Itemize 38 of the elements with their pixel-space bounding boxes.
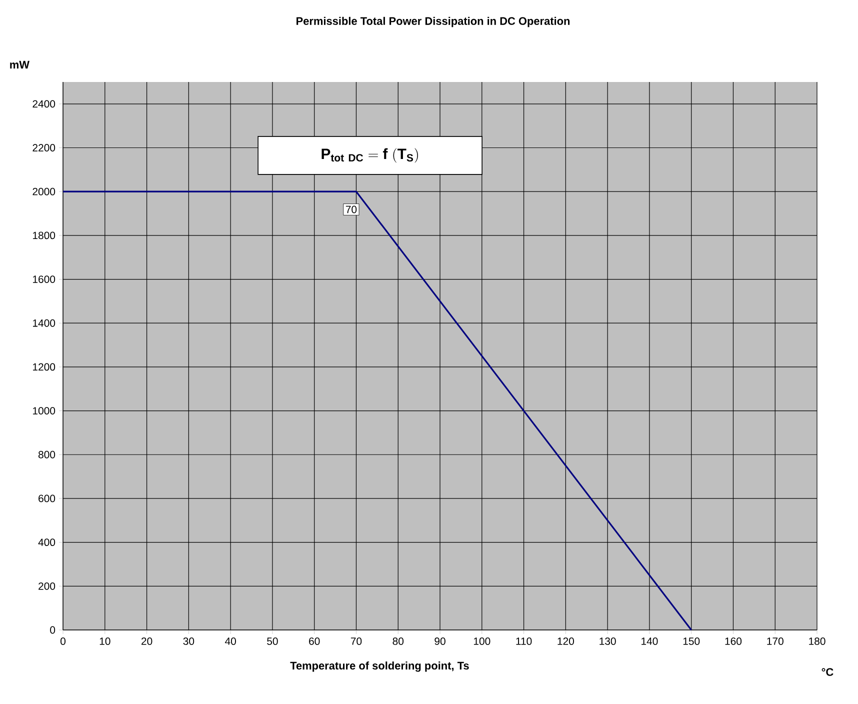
annotation: $\mathbf{P_{tot\ DC} = f\ (T_{S})}$ [322, 148, 418, 163]
chart-title: Permissible Total Power Dissipation in DC Operation [296, 16, 570, 28]
x-tick-label: 0 [60, 638, 66, 645]
x-tick-label: 100 [474, 638, 490, 645]
y-tick-label: 1600 [33, 276, 56, 283]
y-tick-label: 1800 [33, 232, 56, 240]
y-tick-label: 1200 [33, 363, 56, 371]
x-axis-title: Temperature of soldering point, Ts [290, 662, 469, 672]
x-tick-label: 50 [267, 638, 278, 645]
y-axis-title: mW [10, 60, 30, 68]
annotation: 70 [346, 206, 357, 214]
y-tick-label: 1000 [33, 407, 56, 414]
x-tick-label: 170 [767, 638, 784, 645]
y-tick-label: 200 [38, 582, 56, 590]
x-tick-label: 40 [224, 638, 236, 645]
x-tick-label: 30 [183, 638, 194, 645]
x-tick-label: 70 [350, 638, 362, 645]
y-tick-label: 600 [38, 494, 56, 502]
x-tick-label: 130 [600, 638, 616, 645]
x-tick-label: 160 [725, 638, 742, 645]
x-tick-label: 20 [142, 638, 152, 645]
y-tick-label: 400 [38, 538, 56, 546]
y-tick-label: 0 [50, 626, 56, 634]
x-tick-label: 90 [434, 638, 446, 645]
x-tick-label: 80 [392, 638, 404, 645]
x-tick-label: 120 [558, 638, 574, 645]
y-tick-label: 1400 [33, 319, 56, 327]
y-tick-label: 2000 [32, 188, 56, 196]
y-tick-label: 2400 [32, 100, 56, 108]
text: °C [822, 668, 834, 676]
x-tick-label: 140 [642, 638, 658, 645]
x-tick-label: 110 [516, 638, 532, 645]
y-tick-label: 800 [38, 450, 56, 458]
x-tick-label: 10 [100, 638, 110, 645]
y-tick-label: 2200 [32, 144, 56, 152]
x-tick-label: 60 [309, 638, 320, 645]
x-tick-label: 150 [683, 638, 700, 645]
x-tick-label: 180 [809, 638, 826, 645]
